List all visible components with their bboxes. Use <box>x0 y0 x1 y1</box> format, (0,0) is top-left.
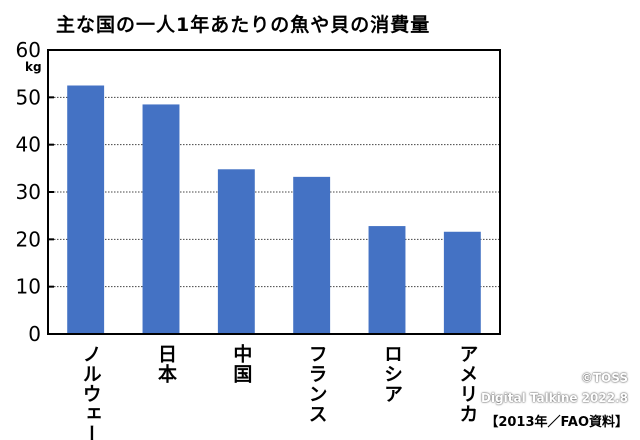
digital-talkine-mark: Digital Talkine 2022.8 <box>480 391 628 405</box>
x-tick-label: 中国 <box>230 343 252 384</box>
y-tick-label: 20 <box>16 227 41 251</box>
bar-2 <box>142 104 180 334</box>
bar-1 <box>67 85 105 334</box>
data-source-note: 【2013年／FAO資料】 <box>485 415 628 430</box>
y-tick-label: 10 <box>16 275 41 299</box>
bar-4 <box>293 176 331 334</box>
y-tick-label: 50 <box>16 85 41 109</box>
y-tick-label: 60 <box>16 38 41 62</box>
y-tick-label: 30 <box>16 180 41 204</box>
chart-title: 主な国の一人1年あたりの魚や貝の消費量 <box>56 14 431 36</box>
x-tick-label: アメリカ <box>456 344 478 424</box>
bar-5 <box>368 226 406 334</box>
bar-6 <box>443 231 481 334</box>
copyright-mark: ©TOSS <box>580 371 628 385</box>
x-tick-label: 日本 <box>155 344 177 384</box>
y-axis-unit: kg <box>25 60 42 74</box>
x-tick-label: フランス <box>306 344 328 424</box>
bar-3 <box>217 169 255 334</box>
x-tick-label: ノルウェー <box>80 344 102 440</box>
y-tick-label: 0 <box>28 322 41 346</box>
y-tick-label: 40 <box>16 133 41 157</box>
x-tick-label: ロシア <box>381 344 403 404</box>
